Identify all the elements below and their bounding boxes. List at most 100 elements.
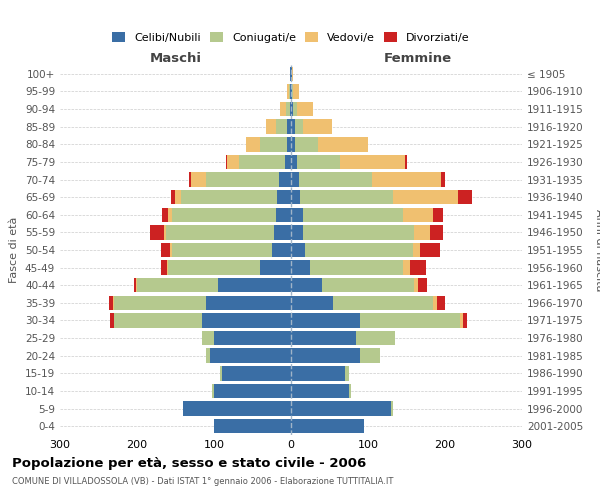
Bar bbox=[372, 172, 441, 186]
Bar bbox=[109, 296, 113, 310]
Bar bbox=[212, 384, 214, 398]
Bar bbox=[291, 419, 364, 434]
Bar bbox=[418, 278, 427, 292]
Bar bbox=[349, 384, 351, 398]
Bar bbox=[274, 225, 291, 240]
Bar bbox=[291, 154, 297, 169]
Bar bbox=[214, 419, 291, 434]
Bar bbox=[110, 314, 114, 328]
Bar bbox=[171, 190, 175, 204]
Bar bbox=[291, 208, 302, 222]
Bar bbox=[295, 137, 318, 152]
Bar bbox=[175, 190, 181, 204]
Bar bbox=[183, 402, 291, 416]
Bar bbox=[134, 278, 136, 292]
Bar bbox=[280, 172, 291, 186]
Bar bbox=[295, 120, 302, 134]
Bar bbox=[310, 260, 403, 275]
Bar bbox=[356, 331, 395, 345]
Bar bbox=[405, 154, 407, 169]
Bar bbox=[218, 278, 291, 292]
Bar bbox=[297, 102, 313, 117]
Bar bbox=[266, 120, 275, 134]
Bar bbox=[291, 137, 295, 152]
Bar bbox=[210, 348, 291, 363]
Bar bbox=[403, 260, 410, 275]
Bar bbox=[113, 296, 114, 310]
Bar bbox=[292, 66, 293, 81]
Bar bbox=[291, 66, 292, 81]
Bar bbox=[291, 172, 299, 186]
Bar bbox=[260, 260, 291, 275]
Bar bbox=[260, 137, 287, 152]
Bar bbox=[202, 314, 291, 328]
Bar bbox=[287, 137, 291, 152]
Bar bbox=[410, 260, 426, 275]
Bar bbox=[290, 102, 291, 117]
Bar bbox=[291, 314, 360, 328]
Bar bbox=[168, 260, 260, 275]
Bar bbox=[291, 120, 295, 134]
Bar bbox=[292, 84, 293, 98]
Bar bbox=[322, 278, 414, 292]
Bar bbox=[463, 314, 467, 328]
Bar bbox=[191, 172, 206, 186]
Bar bbox=[291, 296, 334, 310]
Bar bbox=[391, 402, 392, 416]
Bar bbox=[305, 243, 413, 257]
Bar bbox=[441, 172, 445, 186]
Bar bbox=[275, 120, 287, 134]
Bar bbox=[164, 225, 166, 240]
Bar bbox=[214, 384, 291, 398]
Bar bbox=[293, 84, 299, 98]
Bar bbox=[136, 278, 137, 292]
Bar bbox=[460, 314, 463, 328]
Bar bbox=[413, 243, 421, 257]
Bar bbox=[291, 331, 356, 345]
Bar bbox=[458, 190, 472, 204]
Bar bbox=[345, 366, 349, 380]
Bar bbox=[291, 102, 293, 117]
Bar bbox=[433, 296, 437, 310]
Bar bbox=[226, 154, 227, 169]
Bar bbox=[403, 208, 433, 222]
Y-axis label: Anni di nascita: Anni di nascita bbox=[595, 209, 600, 291]
Bar bbox=[280, 102, 286, 117]
Bar bbox=[430, 225, 443, 240]
Bar bbox=[277, 190, 291, 204]
Bar bbox=[414, 278, 418, 292]
Text: Femmine: Femmine bbox=[384, 52, 452, 65]
Bar bbox=[360, 314, 460, 328]
Bar bbox=[392, 190, 458, 204]
Bar bbox=[114, 296, 206, 310]
Bar bbox=[340, 154, 405, 169]
Bar bbox=[285, 154, 291, 169]
Bar bbox=[318, 137, 368, 152]
Bar bbox=[286, 102, 290, 117]
Bar bbox=[190, 172, 191, 186]
Bar bbox=[291, 402, 391, 416]
Text: Popolazione per età, sesso e stato civile - 2006: Popolazione per età, sesso e stato civil… bbox=[12, 458, 366, 470]
Bar bbox=[168, 208, 172, 222]
Bar bbox=[275, 208, 291, 222]
Bar bbox=[202, 331, 214, 345]
Bar bbox=[299, 172, 372, 186]
Bar bbox=[161, 243, 170, 257]
Text: Maschi: Maschi bbox=[149, 52, 202, 65]
Bar bbox=[222, 366, 291, 380]
Bar bbox=[302, 225, 414, 240]
Text: COMUNE DI VILLADOSSOLA (VB) - Dati ISTAT 1° gennaio 2006 - Elaborazione TUTTITAL: COMUNE DI VILLADOSSOLA (VB) - Dati ISTAT… bbox=[12, 478, 394, 486]
Y-axis label: Fasce di età: Fasce di età bbox=[10, 217, 19, 283]
Bar bbox=[206, 296, 291, 310]
Bar bbox=[206, 172, 280, 186]
Bar bbox=[172, 208, 275, 222]
Bar bbox=[293, 102, 297, 117]
Bar bbox=[291, 278, 322, 292]
Bar bbox=[206, 348, 210, 363]
Bar bbox=[437, 296, 445, 310]
Bar bbox=[150, 225, 164, 240]
Bar bbox=[114, 314, 202, 328]
Bar bbox=[290, 84, 291, 98]
Bar bbox=[227, 154, 239, 169]
Bar bbox=[291, 384, 349, 398]
